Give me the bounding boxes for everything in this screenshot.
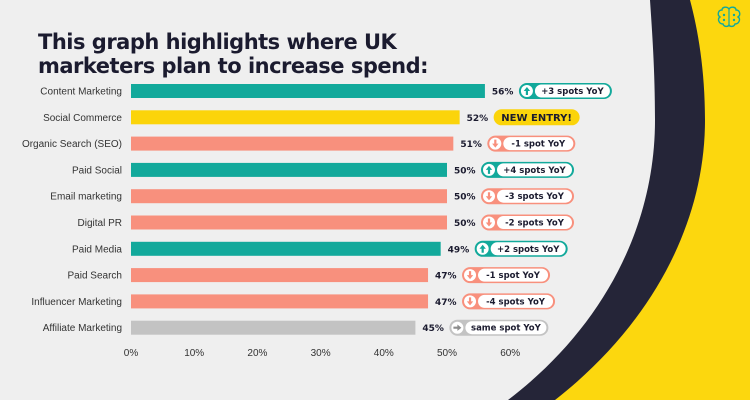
badge-text: -4 spots YoY	[486, 297, 546, 307]
badge-pill	[493, 109, 580, 126]
x-tick-label: 30%	[311, 348, 331, 359]
yoy-badge: NEW ENTRY!	[493, 109, 580, 126]
bar	[131, 241, 441, 256]
value-labels: 56% 52% 51% 50% 50% 50% 49% 47% 47% 45%	[422, 88, 513, 335]
badge-inner	[478, 268, 549, 282]
brain-icon	[717, 6, 741, 28]
yoy-badge: -2 spots YoY	[481, 214, 574, 231]
badge-inner	[497, 163, 572, 177]
x-tick-label: 0%	[124, 348, 139, 359]
x-tick-label: 60%	[500, 348, 520, 359]
x-tick-label: 10%	[184, 348, 204, 359]
yoy-badge: -3 spots YoY	[481, 188, 574, 205]
yoy-badge: +3 spots YoY	[518, 83, 612, 99]
bar	[131, 215, 447, 230]
bar	[131, 268, 429, 283]
badge-inner	[497, 189, 572, 203]
value-label: 51%	[460, 140, 482, 150]
bar	[131, 110, 460, 125]
badge-text: -1 spot YoY	[486, 271, 541, 281]
category-label: Digital PR	[78, 218, 122, 229]
arrow-down-icon	[464, 269, 477, 282]
arrow-right-icon	[451, 321, 464, 334]
yoy-badge: +2 spots YoY	[474, 240, 568, 257]
page-title: This graph highlights where UK marketers…	[38, 30, 429, 78]
arrow-up-icon	[476, 242, 489, 255]
badge-inner	[465, 321, 547, 335]
badge-text: +3 spots YoY	[541, 87, 604, 97]
badge-inner	[497, 216, 572, 229]
category-label: Affiliate Marketing	[43, 323, 122, 334]
badge-text: +2 spots YoY	[497, 245, 560, 255]
category-label: Content Marketing	[40, 87, 122, 98]
category-label: Social Commerce	[43, 113, 122, 124]
value-label: 56%	[492, 88, 514, 98]
yoy-badge: -1 spot YoY	[487, 135, 576, 152]
x-axis-ticks: 0% 10% 20% 30% 40% 50% 60%	[124, 348, 521, 359]
category-label: Organic Search (SEO)	[22, 139, 122, 150]
badge-inner	[490, 242, 566, 256]
yoy-badge: same spot YoY	[449, 319, 549, 336]
bar	[131, 189, 447, 204]
arrow-down-icon	[489, 137, 502, 150]
value-label: 47%	[435, 298, 457, 308]
yoy-badges: +3 spots YoY NEW ENTRY! -1 spot YoY +4 spot…	[449, 83, 612, 336]
badge-text: same spot YoY	[471, 324, 542, 334]
yoy-badge: -4 spots YoY	[462, 293, 556, 310]
bar	[131, 136, 454, 151]
badge-text: +4 spots YoY	[503, 166, 566, 176]
yoy-badge: -1 spot YoY	[462, 267, 551, 284]
category-label: Email marketing	[50, 192, 122, 203]
badge-text: NEW ENTRY!	[501, 113, 572, 124]
badge-text: -3 spots YoY	[505, 192, 565, 202]
category-label: Paid Search	[68, 271, 122, 282]
badge-inner	[534, 84, 610, 98]
value-label: 49%	[448, 245, 470, 255]
bar	[131, 162, 447, 177]
category-label: Paid Media	[72, 244, 122, 255]
value-label: 50%	[454, 219, 476, 229]
yellow-swoosh	[555, 0, 750, 400]
yoy-badge: +4 spots YoY	[481, 161, 574, 178]
category-label: Influencer Marketing	[31, 297, 122, 308]
value-label: 47%	[435, 272, 457, 282]
badge-inner	[478, 294, 554, 308]
arrow-down-icon	[483, 190, 495, 203]
value-label: 52%	[467, 114, 489, 124]
bar	[131, 320, 416, 335]
arrow-down-icon	[464, 295, 477, 308]
badge-text: -1 spot YoY	[511, 140, 566, 150]
value-label: 50%	[454, 166, 476, 176]
badge-text: -2 spots YoY	[505, 219, 565, 229]
bars	[131, 84, 485, 335]
x-tick-label: 20%	[247, 348, 267, 359]
category-label: Paid Social	[72, 165, 122, 176]
arrow-up-icon	[483, 163, 495, 176]
arrow-up-icon	[520, 85, 533, 97]
x-tick-label: 40%	[374, 348, 394, 359]
arrow-down-icon	[483, 216, 495, 229]
value-label: 45%	[422, 324, 444, 334]
x-tick-label: 50%	[437, 348, 457, 359]
bar	[131, 84, 485, 98]
value-label: 50%	[454, 193, 476, 203]
bar	[131, 294, 429, 309]
category-labels: Content Marketing Social Commerce Organic …	[22, 87, 122, 335]
badge-inner	[503, 137, 574, 151]
